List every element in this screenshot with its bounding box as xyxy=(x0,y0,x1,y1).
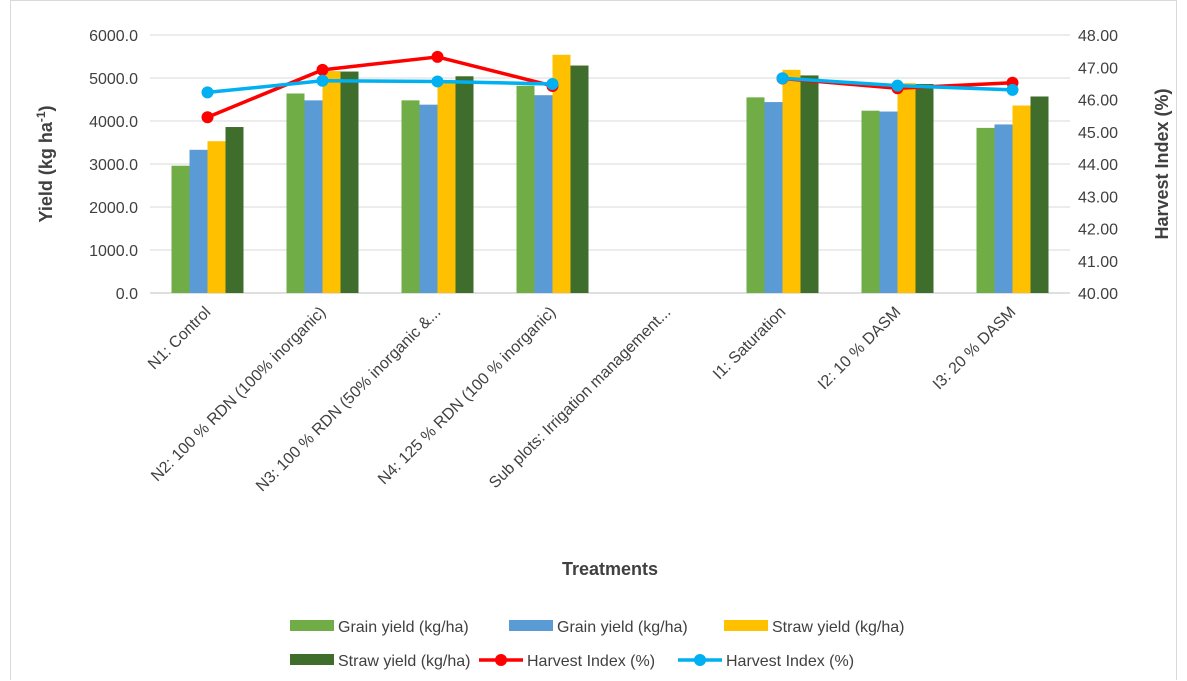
bar xyxy=(879,111,898,293)
y2-tick-label: 41.00 xyxy=(1078,254,1118,271)
series-point xyxy=(546,78,559,91)
x-tick-label: N3: 100 % RDN (50% inorganic &... xyxy=(253,304,444,495)
legend-label: Harvest Index (%) xyxy=(527,653,655,670)
legend-swatch xyxy=(724,620,768,631)
x-tick-label: I3: 20 % DASM xyxy=(930,304,1019,393)
bar xyxy=(746,97,765,293)
bar xyxy=(207,141,226,293)
y2-tick-label: 44.00 xyxy=(1078,157,1118,174)
x-tick-label: N4: 125 % RDN (100 % inorganic) xyxy=(375,304,559,488)
series-point xyxy=(316,63,329,76)
series-point xyxy=(891,79,904,92)
bar xyxy=(764,102,783,293)
y2-tick-label: 40.00 xyxy=(1078,286,1118,303)
bar xyxy=(861,110,880,294)
legend: Grain yield (kg/ha) Grain yield (kg/ha) St… xyxy=(290,619,905,670)
series-line xyxy=(207,79,553,95)
legend-label: Straw yield (kg/ha) xyxy=(338,653,471,670)
bar xyxy=(570,65,589,293)
y2-tick-label: 48.00 xyxy=(1078,28,1118,45)
bar xyxy=(437,82,456,293)
legend-label: Grain yield (kg/ha) xyxy=(338,619,469,636)
y-tick-label: 6000.0 xyxy=(89,28,138,45)
bar xyxy=(340,71,359,293)
bar xyxy=(516,85,535,294)
series-point xyxy=(431,50,444,63)
y-tick-label: 5000.0 xyxy=(89,71,138,88)
y2-axis-title: Harvest Index (%) xyxy=(1152,88,1172,239)
lines xyxy=(201,50,1019,124)
bar xyxy=(800,75,819,293)
bar xyxy=(304,100,323,293)
bar xyxy=(915,84,934,294)
y-axis-title-sup: -1 xyxy=(34,111,48,122)
bar xyxy=(534,95,553,293)
series-point xyxy=(1006,83,1019,96)
bar xyxy=(419,104,438,293)
bar xyxy=(552,54,571,293)
bar xyxy=(322,71,341,294)
series-point xyxy=(431,75,444,88)
y2-tick-label: 47.00 xyxy=(1078,60,1118,77)
legend-label: Harvest Index (%) xyxy=(726,653,854,670)
series-point xyxy=(201,111,214,124)
legend-swatch-marker xyxy=(495,654,507,666)
x-axis-title: Treatments xyxy=(562,559,658,579)
bar xyxy=(897,83,916,293)
bar xyxy=(1012,105,1031,294)
y2-tick-label: 43.00 xyxy=(1078,189,1118,206)
y-tick-label: 1000.0 xyxy=(89,243,138,260)
x-tick-label: I1: Saturation xyxy=(710,304,789,383)
y-tick-label: 0.0 xyxy=(116,286,138,303)
bar xyxy=(286,93,305,293)
bar xyxy=(401,100,420,293)
legend-swatch xyxy=(509,620,553,631)
series-line xyxy=(206,55,553,119)
y2-tick-label: 42.00 xyxy=(1078,222,1118,239)
legend-swatch xyxy=(290,654,334,665)
legend-swatch xyxy=(290,620,334,631)
x-tick-label: Sub plots: Irrigation management... xyxy=(486,304,674,492)
series-point xyxy=(201,86,214,99)
bar xyxy=(171,165,190,293)
bar xyxy=(994,124,1013,293)
bar xyxy=(976,127,995,293)
bars xyxy=(171,54,1049,294)
x-tick-label: I2: 10 % DASM xyxy=(815,304,904,393)
y-axis-ticks: 0.0 1000.0 2000.0 3000.0 4000.0 5000.0 6000.0 xyxy=(89,28,138,303)
y-tick-label: 2000.0 xyxy=(89,200,138,217)
legend-label: Straw yield (kg/ha) xyxy=(772,619,905,636)
y-tick-label: 4000.0 xyxy=(89,114,138,131)
bar xyxy=(189,149,208,293)
bar xyxy=(782,69,801,293)
bar xyxy=(1030,96,1049,294)
x-tick-label: N1: Control xyxy=(145,304,214,373)
series-point xyxy=(316,74,329,87)
y2-axis-ticks: 40.00 41.00 42.00 43.00 44.00 45.00 46.00 47.00… xyxy=(1078,28,1118,303)
legend-label: Grain yield (kg/ha) xyxy=(557,619,688,636)
y2-tick-label: 45.00 xyxy=(1078,125,1118,142)
y-tick-label: 3000.0 xyxy=(89,157,138,174)
bar xyxy=(455,76,474,293)
y2-tick-label: 46.00 xyxy=(1078,93,1118,110)
y-axis-title: Yield (kg ha-1) xyxy=(34,105,56,222)
bar xyxy=(225,127,244,294)
chart-frame xyxy=(10,0,1177,680)
series-point xyxy=(776,72,789,85)
legend-swatch-marker xyxy=(694,654,706,666)
